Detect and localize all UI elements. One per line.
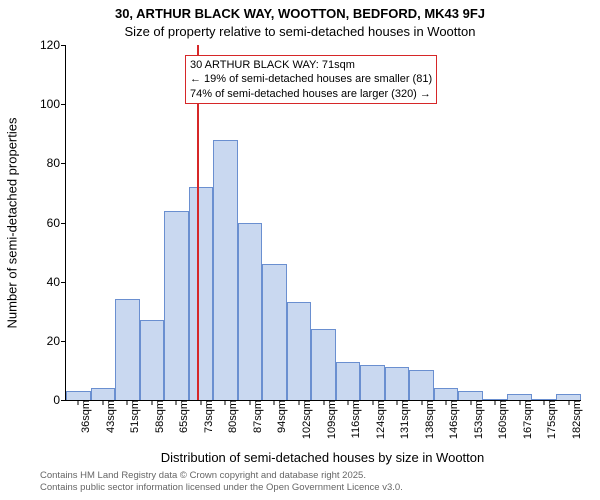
x-tick-label: 87sqm [246, 400, 264, 433]
x-tick-label: 73sqm [197, 400, 215, 433]
chart-title-line2: Size of property relative to semi-detach… [0, 24, 600, 39]
histogram-bar [360, 365, 385, 401]
histogram-bar [409, 370, 434, 400]
y-tick-label: 20 [47, 334, 66, 348]
histogram-bar [287, 302, 312, 400]
y-axis-label: Number of semi-detached properties [5, 117, 20, 328]
x-tick-label: 102sqm [295, 400, 313, 439]
x-tick-label: 116sqm [344, 400, 362, 438]
histogram-bar [140, 320, 165, 400]
histogram-bar [238, 223, 263, 401]
x-tick-label: 160sqm [491, 400, 509, 439]
x-tick-label: 131sqm [393, 400, 411, 439]
x-tick-label: 51sqm [123, 400, 141, 433]
annotation-box: 30 ARTHUR BLACK WAY: 71sqm← 19% of semi-… [185, 55, 437, 104]
histogram-bar [385, 367, 410, 400]
credits-line1: Contains HM Land Registry data © Crown c… [40, 470, 403, 482]
histogram-bar [189, 187, 214, 400]
x-tick-label: 36sqm [74, 400, 92, 433]
x-tick-label: 124sqm [369, 400, 387, 439]
histogram-bar [164, 211, 189, 400]
histogram-bar [91, 388, 116, 400]
credits-text: Contains HM Land Registry data © Crown c… [40, 470, 403, 495]
histogram-bar [262, 264, 287, 400]
histogram-bar [336, 362, 361, 400]
annotation-line: 30 ARTHUR BLACK WAY: 71sqm [190, 58, 432, 72]
x-tick-label: 65sqm [172, 400, 190, 433]
credits-line2: Contains public sector information licen… [40, 482, 403, 494]
annotation-line: 74% of semi-detached houses are larger (… [190, 87, 432, 101]
annotation-line: ← 19% of semi-detached houses are smalle… [190, 72, 432, 86]
x-axis-label: Distribution of semi-detached houses by … [65, 450, 580, 465]
histogram-bar [458, 391, 483, 400]
x-tick-label: 58sqm [148, 400, 166, 433]
x-tick-label: 138sqm [418, 400, 436, 439]
y-tick-label: 120 [40, 38, 66, 52]
x-tick-label: 94sqm [270, 400, 288, 433]
y-tick-label: 100 [40, 97, 66, 111]
y-tick-label: 40 [47, 275, 66, 289]
x-tick-label: 109sqm [320, 400, 338, 439]
x-tick-label: 182sqm [565, 400, 583, 439]
histogram-bar [115, 299, 140, 400]
x-tick-label: 146sqm [442, 400, 460, 439]
y-tick-label: 60 [47, 216, 66, 230]
histogram-bar [213, 140, 238, 400]
x-tick-label: 43sqm [99, 400, 117, 433]
histogram-bar [434, 388, 459, 400]
histogram-bar [311, 329, 336, 400]
x-tick-label: 175sqm [540, 400, 558, 439]
histogram-chart: 30, ARTHUR BLACK WAY, WOOTTON, BEDFORD, … [0, 0, 600, 500]
x-tick-label: 80sqm [221, 400, 239, 433]
y-tick-label: 80 [47, 156, 66, 170]
x-tick-label: 153sqm [467, 400, 485, 439]
chart-title-line1: 30, ARTHUR BLACK WAY, WOOTTON, BEDFORD, … [0, 6, 600, 21]
y-tick-label: 0 [53, 393, 66, 407]
histogram-bar [66, 391, 91, 400]
x-tick-label: 167sqm [516, 400, 534, 439]
